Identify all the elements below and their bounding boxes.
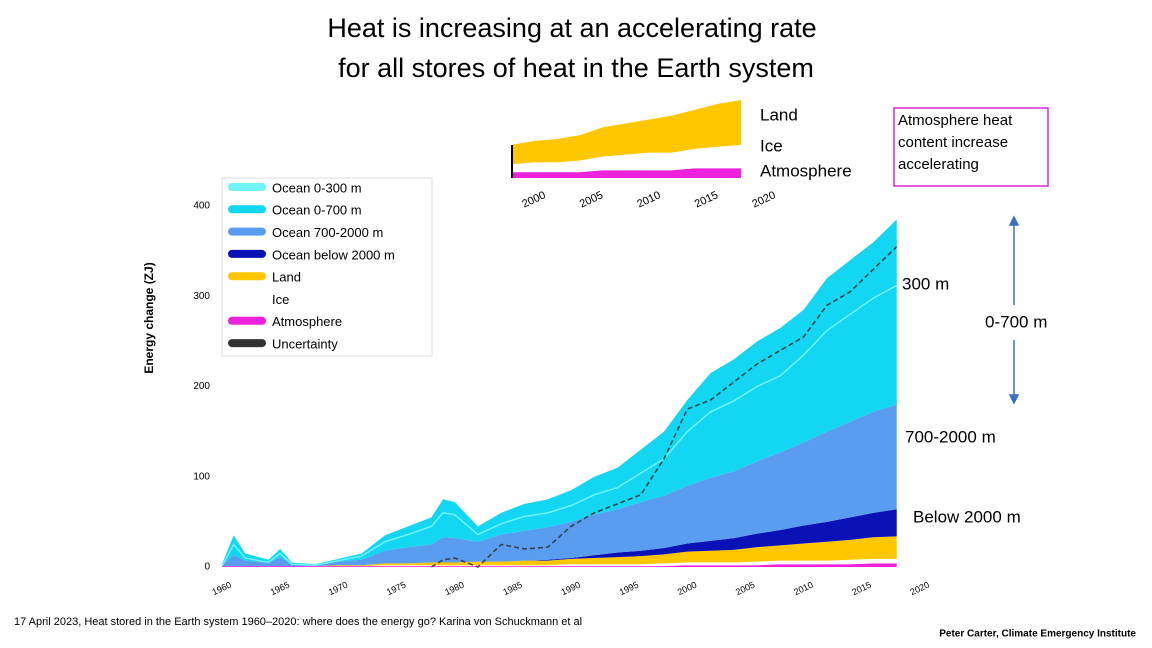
x-tick-label: 1985 (501, 580, 523, 598)
legend-label: Ocean 0-300 m (272, 180, 362, 195)
note-box (893, 107, 1049, 187)
note-text: Atmosphere heat content increase acceler… (898, 112, 1013, 173)
x-tick-label: 2010 (635, 189, 662, 210)
x-tick-label: 2005 (734, 580, 756, 598)
stack-area (222, 404, 897, 567)
source: 17 April 2023, Heat stored in the Earth … (14, 616, 582, 628)
stack-area (511, 168, 741, 178)
series-label: Land (760, 105, 798, 124)
stack-area (511, 144, 741, 173)
x-tick-label: 2005 (578, 189, 605, 210)
x-tick-label: 1975 (385, 580, 407, 598)
legend-label: Ocean below 2000 m (272, 247, 395, 262)
x-tick-label: 2000 (676, 580, 698, 598)
stack-area (222, 558, 897, 567)
note: Atmosphere heat content increase acceler… (898, 112, 1013, 173)
legend-label: Ocean 700-2000 m (272, 225, 383, 240)
legend-label: Ocean 0-700 m (272, 203, 362, 218)
stack-area (222, 563, 897, 567)
x-tick-label: 2015 (850, 580, 872, 598)
y-tick-label: 200 (193, 381, 210, 392)
stack-area (222, 536, 897, 567)
stack-area (222, 219, 897, 566)
x-tick-label: 1990 (560, 580, 582, 598)
x-tick-label: 2010 (792, 580, 814, 598)
x-tick-label: 2000 (520, 189, 547, 210)
x-tick-label: 2020 (909, 580, 931, 598)
y-axis-title: Energy change (ZJ) (142, 262, 156, 373)
plot: 2000 2005 2010 2015 2020 (511, 100, 778, 211)
x-tick-label: 1970 (327, 580, 349, 598)
x-tick-label: 1995 (618, 580, 640, 598)
x-tick-label: 2015 (693, 189, 720, 210)
annotation: Below 2000 m (913, 507, 1021, 526)
legend-label: Land (272, 270, 301, 285)
x-tick-label: 1980 (443, 580, 465, 598)
x-tick-label: 2020 (750, 189, 777, 210)
stack-area (222, 509, 897, 567)
annotation: 700-2000 m (905, 427, 996, 446)
credit: Peter Carter, Climate Emergency Institut… (939, 629, 1136, 640)
series-label: Atmosphere (760, 161, 852, 180)
annotation: 0-700 m (985, 312, 1047, 331)
stack-area (511, 100, 741, 165)
annotation: 300 m (902, 274, 949, 293)
x-tick-label: 1965 (269, 580, 291, 598)
legend-label: Uncertainty (272, 337, 338, 352)
legend: Ocean 0-300 m Ocean 0-700 m Ocean 700-2000… (228, 180, 395, 352)
series-label: Ice (760, 136, 783, 155)
y-tick-label: 300 (193, 291, 210, 302)
title-line: for all stores of heat in the Earth syst… (338, 53, 814, 83)
y-tick-label: 400 (193, 201, 210, 212)
title-line: Heat is increasing at an accelerating ra… (327, 13, 816, 43)
series-line (430, 246, 898, 568)
y-tick-label: 100 (193, 471, 210, 482)
double-arrow (1008, 215, 1020, 405)
x-tick-label: 1960 (211, 580, 233, 598)
series-line (221, 284, 898, 567)
legend-label: Atmosphere (272, 314, 342, 329)
y-tick-label: 0 (204, 562, 210, 573)
legend-label: Ice (272, 292, 289, 307)
